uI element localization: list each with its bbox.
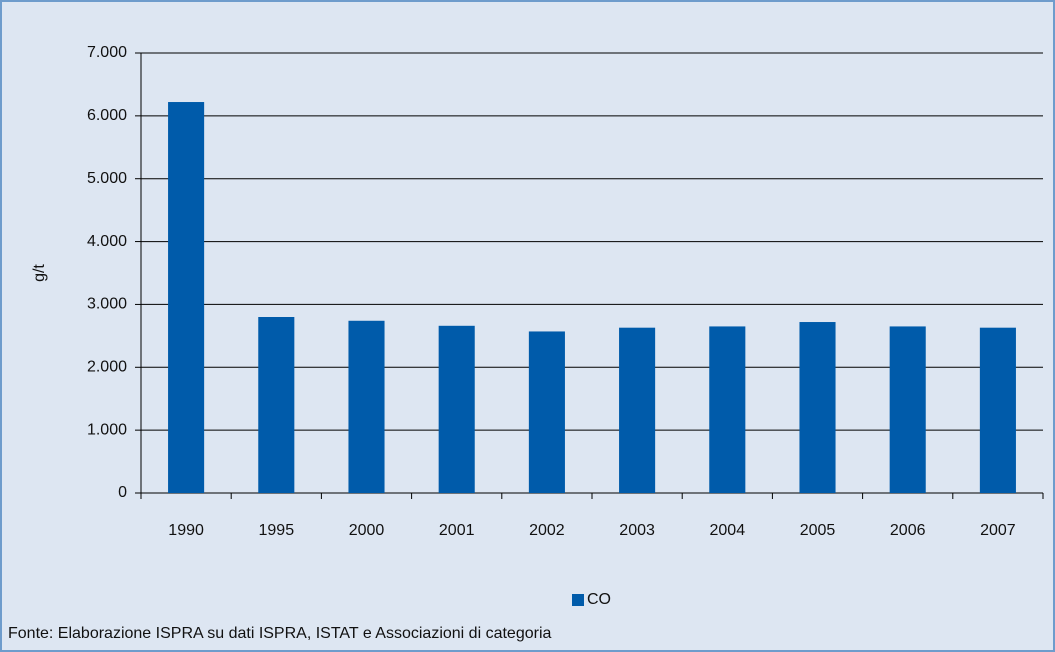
- legend-label: CO: [587, 591, 611, 608]
- bar: [799, 322, 836, 493]
- y-axis-label: g/t: [31, 264, 48, 282]
- bar: [889, 326, 926, 493]
- x-tick-label: 2006: [890, 522, 926, 539]
- y-tick-label: 1.000: [87, 421, 127, 438]
- y-tick-label: 3.000: [87, 296, 127, 313]
- x-tick-label: 1990: [168, 522, 204, 539]
- bar: [619, 327, 656, 493]
- x-tick-label: 2002: [529, 522, 565, 539]
- y-tick-label: 2.000: [87, 359, 127, 376]
- bar: [709, 326, 746, 493]
- x-tick-label: 2003: [619, 522, 655, 539]
- y-tick-label: 0: [118, 484, 127, 501]
- source-note: Fonte: Elaborazione ISPRA su dati ISPRA,…: [8, 625, 551, 642]
- x-tick-label: 2001: [439, 522, 475, 539]
- x-tick-label: 2007: [980, 522, 1016, 539]
- y-tick-label: 4.000: [87, 233, 127, 250]
- bar: [438, 325, 475, 493]
- bar: [258, 317, 295, 493]
- x-tick-label: 2005: [800, 522, 836, 539]
- legend-swatch: [572, 594, 584, 606]
- x-tick-label: 2000: [349, 522, 385, 539]
- y-tick-label: 7.000: [87, 44, 127, 61]
- bar: [979, 327, 1016, 493]
- bar: [168, 102, 205, 494]
- x-tick-label: 2004: [710, 522, 746, 539]
- bar: [528, 331, 565, 493]
- bar: [348, 320, 385, 493]
- y-tick-label: 5.000: [87, 170, 127, 187]
- y-tick-label: 6.000: [87, 107, 127, 124]
- x-tick-label: 1995: [259, 522, 295, 539]
